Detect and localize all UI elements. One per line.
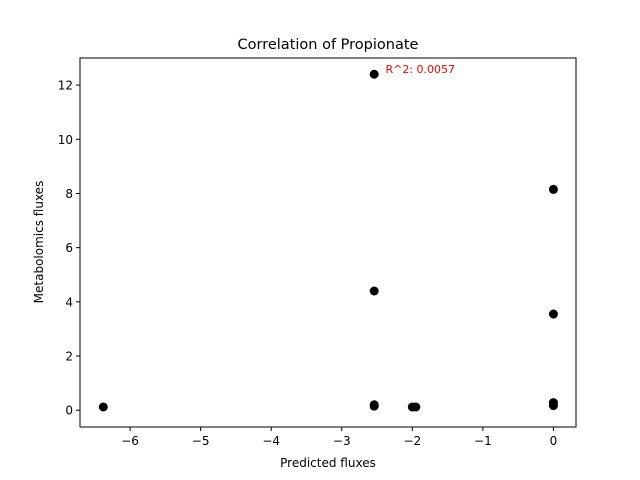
- x-tick-label: −3: [333, 434, 351, 448]
- x-tick-label: −2: [403, 434, 421, 448]
- data-point: [98, 402, 108, 412]
- x-tick-label: −4: [262, 434, 280, 448]
- y-tick-label: 10: [58, 133, 73, 147]
- y-tick-label: 12: [58, 79, 73, 93]
- data-point: [411, 402, 421, 412]
- data-point: [369, 69, 379, 79]
- data-point: [548, 309, 558, 319]
- y-tick-label: 0: [65, 404, 73, 418]
- y-axis-label: Metabolomics fluxes: [32, 181, 46, 304]
- r-squared-annotation: R^2: 0.0057: [386, 63, 456, 76]
- data-point: [369, 286, 379, 296]
- x-axis-ticks: −6 −5 −4 −3 −2 −1 0: [121, 427, 557, 448]
- axes-frame: [79, 57, 577, 428]
- x-tick-label: −1: [474, 434, 492, 448]
- data-point: [369, 401, 379, 411]
- x-tick-label: −6: [121, 434, 139, 448]
- data-point: [548, 184, 558, 194]
- y-tick-label: 4: [65, 295, 73, 309]
- data-point: [548, 401, 558, 411]
- x-axis-label: Predicted fluxes: [280, 456, 376, 470]
- x-tick-label: 0: [550, 434, 558, 448]
- y-axis-ticks: 0 2 4 6 8 10 12: [58, 79, 80, 418]
- y-tick-label: 8: [65, 187, 73, 201]
- y-tick-label: 6: [65, 241, 73, 255]
- plot-area: −6 −5 −4 −3 −2 −1 0 0 2 4 6 8 10 12 R^2: 0.0057: [58, 57, 577, 448]
- data-points: [98, 69, 558, 412]
- chart-title: Correlation of Propionate: [238, 37, 419, 53]
- y-tick-label: 2: [65, 350, 73, 364]
- x-tick-label: −5: [192, 434, 210, 448]
